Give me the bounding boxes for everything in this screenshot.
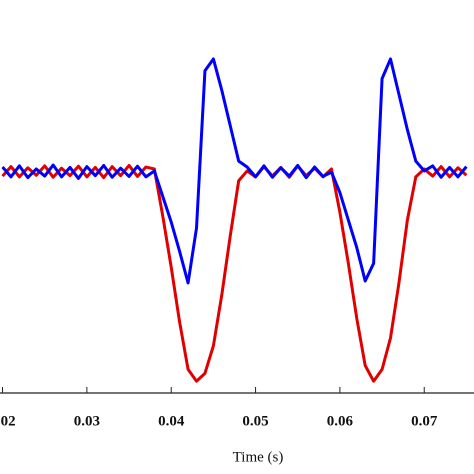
x-tick-label: 0.07	[411, 413, 438, 429]
x-tick-label: 0.02	[0, 413, 16, 429]
data-line	[1, 57, 468, 285]
x-tick-label: 0.04	[158, 413, 185, 429]
x-tick-label: 0.03	[74, 413, 100, 429]
data-line	[1, 163, 468, 383]
x-tick-label: 0.06	[327, 413, 354, 429]
x-axis-label: Time (s)	[233, 449, 284, 465]
x-tick-label: 0.05	[242, 413, 268, 429]
